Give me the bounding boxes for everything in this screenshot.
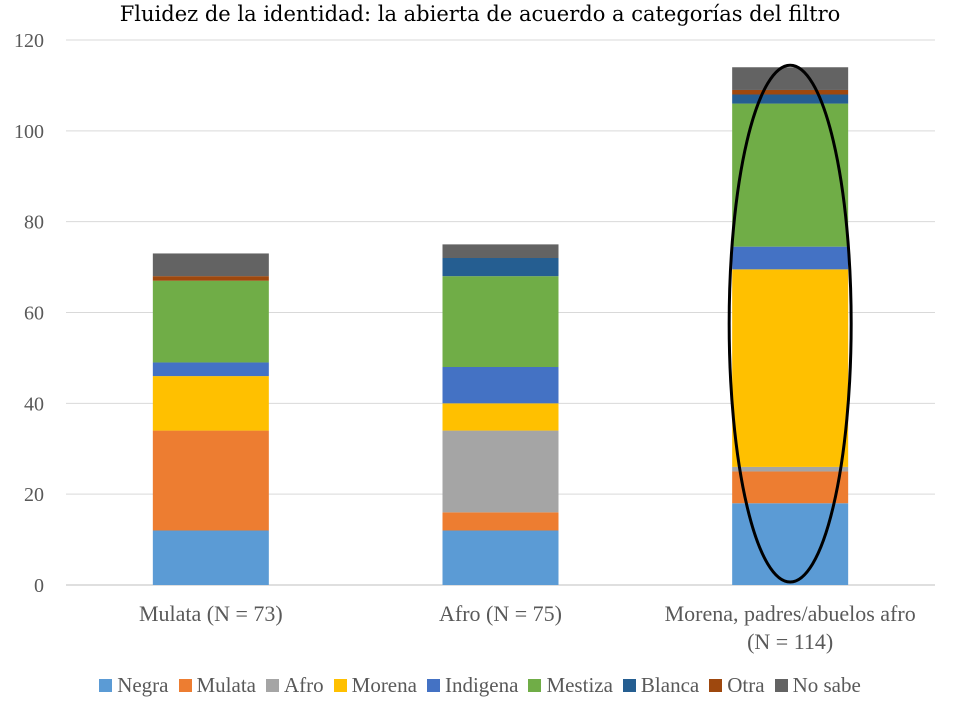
bar-segment [152, 530, 269, 585]
y-axis: 0 20 40 60 80 100 120 [14, 30, 44, 597]
y-tick-label: 80 [24, 212, 44, 234]
bar-segment [442, 276, 559, 367]
y-tick-label: 120 [14, 30, 44, 52]
legend-swatch [333, 678, 347, 692]
legend-item: Indigena [426, 672, 519, 698]
bar-segment [442, 258, 559, 277]
legend-label: Otra [727, 672, 765, 697]
bar-segment [442, 403, 559, 431]
bar-segment [442, 512, 559, 531]
bar-segment [442, 367, 559, 404]
bar-segment [152, 430, 269, 531]
bar-segment [442, 530, 559, 585]
y-tick-label: 60 [24, 303, 44, 325]
legend-label: Afro [283, 672, 324, 697]
bar-segment [732, 471, 849, 504]
legend-swatch [265, 678, 279, 692]
highlight-ellipse [727, 63, 853, 584]
legend-swatch [709, 678, 723, 692]
legend: Negra Mulata Afro Morena Indigena Mestiza Blan… [0, 670, 960, 700]
legend-label: Negra [117, 672, 169, 697]
legend-swatch [528, 678, 542, 692]
legend-label: Blanca [640, 672, 700, 697]
legend-label: No sabe [792, 672, 861, 697]
bar-segment [732, 67, 849, 90]
legend-item: Negra [99, 672, 169, 698]
bar-segment [732, 103, 849, 247]
bar-segment [152, 276, 269, 281]
y-tick-label: 100 [14, 121, 44, 143]
bar-segment [152, 253, 269, 277]
y-tick-label: 0 [34, 575, 44, 597]
bar-segment [732, 94, 849, 104]
y-tick-label: 20 [24, 484, 44, 506]
bar-segment [152, 280, 269, 363]
legend-label: Morena [351, 672, 417, 697]
bar-segment [732, 246, 849, 270]
legend-label: Indigena [444, 672, 519, 697]
chart-title: Fluidez de la identidad: la abierta de a… [119, 2, 841, 26]
bar-segment [732, 466, 849, 472]
bar-segment [442, 430, 559, 513]
legend-item: Mestiza [528, 672, 613, 698]
legend-label: Mulata [196, 672, 256, 697]
x-category-label: (N = 114) [747, 629, 833, 654]
legend-item: Blanca [622, 672, 700, 698]
legend-item: Afro [265, 672, 324, 698]
bar-segment [152, 362, 269, 377]
legend-item: No sabe [774, 672, 861, 698]
bars [152, 67, 849, 585]
legend-swatch [622, 678, 636, 692]
annotations [727, 63, 853, 584]
x-axis: Mulata (N = 73) Afro (N = 75) Morena, padr… [139, 601, 916, 654]
x-category-label: Mulata (N = 73) [139, 601, 283, 626]
bar-segment [732, 503, 849, 585]
bar-segment [152, 376, 269, 431]
legend-item: Mulata [178, 672, 256, 698]
x-category-label: Morena, padres/abuelos afro [665, 601, 916, 626]
legend-label: Mestiza [546, 672, 613, 697]
bar-segment [442, 244, 559, 258]
legend-item: Morena [333, 672, 417, 698]
legend-item: Otra [709, 672, 765, 698]
legend-swatch [99, 678, 113, 692]
legend-swatch [178, 678, 192, 692]
y-tick-label: 40 [24, 393, 44, 415]
legend-swatch [426, 678, 440, 692]
legend-swatch [774, 678, 788, 692]
bar-segment [732, 89, 849, 95]
x-category-label: Afro (N = 75) [439, 601, 562, 626]
bar-segment [732, 269, 849, 467]
